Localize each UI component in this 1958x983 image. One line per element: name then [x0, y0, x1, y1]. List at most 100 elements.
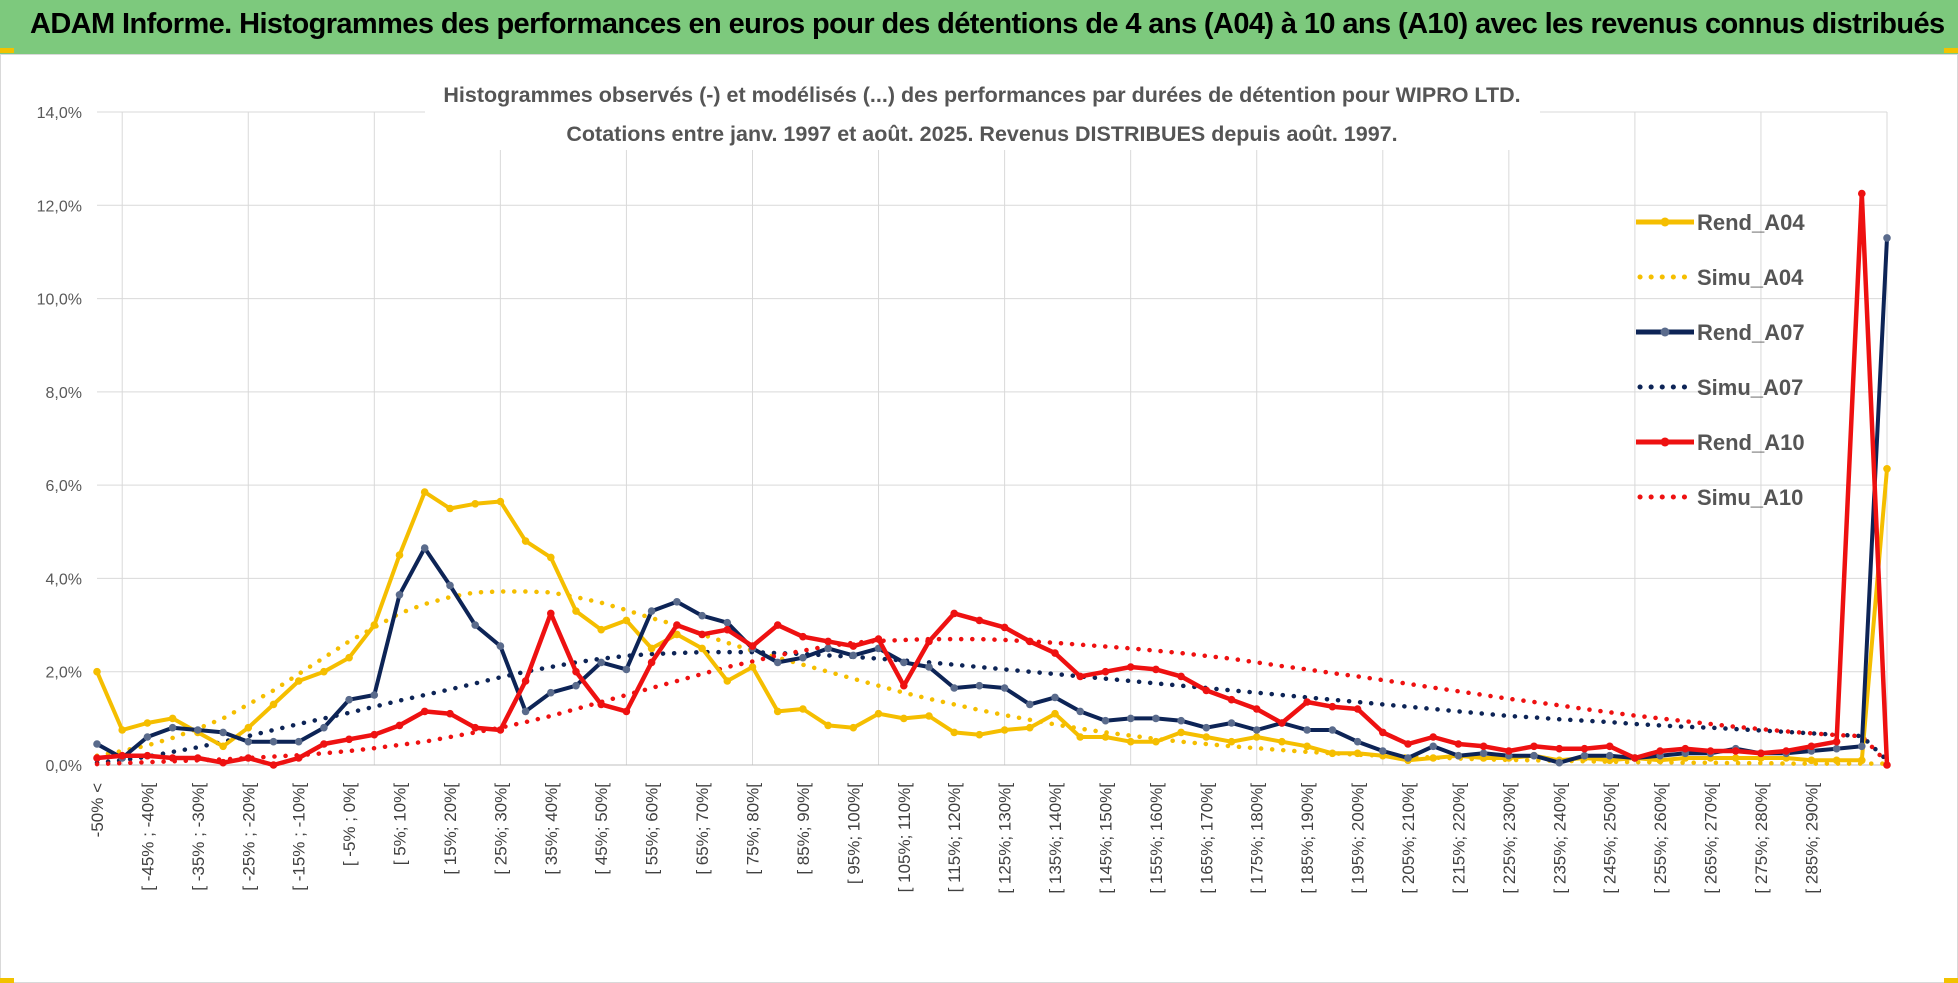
series-line-rend_a04: [95, 468, 1889, 763]
x-tick-label: [ 145%; 150%[: [1096, 783, 1115, 894]
data-point-rend_a10: [370, 730, 379, 739]
data-point-rend_a04: [1278, 737, 1286, 746]
x-tick-label: [ 165%; 170%[: [1197, 783, 1216, 894]
data-point-rend_a07: [1202, 723, 1211, 732]
x-tick-label: [ 5%; 10%[: [391, 783, 410, 865]
data-point-rend_a07: [1177, 716, 1185, 725]
data-point-rend_a10: [1807, 742, 1816, 751]
x-tick-label: [ 15%; 20%[: [441, 783, 460, 875]
data-point-rend_a10: [168, 754, 177, 762]
data-point-rend_a10: [1858, 189, 1866, 198]
data-point-rend_a04: [1353, 749, 1362, 758]
data-point-rend_a10: [1883, 761, 1891, 769]
data-point-rend_a07: [1858, 742, 1866, 751]
data-point-rend_a10: [773, 621, 782, 629]
data-point-rend_a07: [849, 651, 858, 660]
data-point-rend_a10: [1580, 744, 1589, 753]
y-tick-label: 10,0%: [37, 292, 82, 309]
data-point-rend_a10: [748, 642, 757, 650]
data-point-rend_a04: [673, 630, 681, 639]
data-point-rend_a10: [1252, 705, 1261, 713]
x-tick-label: [ -45% ; -40%[: [138, 783, 157, 891]
data-point-rend_a04: [748, 663, 757, 671]
x-tick-label: [ -25% ; -20%[: [239, 783, 258, 891]
data-point-rend_a07: [1353, 737, 1362, 746]
series-line-simu_a10: [94, 636, 1890, 767]
data-point-rend_a07: [975, 681, 984, 690]
x-tick-label: [ 255%; 260%[: [1651, 783, 1670, 894]
series-line-rend_a10: [96, 191, 1890, 768]
data-point-rend_a07: [168, 723, 177, 732]
data-point-rend_a07: [673, 598, 681, 606]
data-point-rend_a04: [950, 728, 958, 737]
data-point-rend_a10: [420, 707, 429, 716]
data-point-rend_a10: [471, 723, 480, 732]
data-point-rend_a10: [1555, 744, 1564, 753]
data-point-rend_a10: [1278, 719, 1286, 727]
data-point-rend_a10: [1656, 747, 1664, 755]
data-point-rend_a10: [1832, 737, 1841, 746]
data-point-rend_a10: [294, 754, 303, 762]
x-tick-label: [ 25%; 30%[: [491, 783, 510, 875]
data-point-rend_a10: [1177, 672, 1185, 681]
data-point-rend_a04: [269, 700, 278, 709]
data-point-rend_a04: [925, 712, 933, 720]
data-point-rend_a07: [1404, 754, 1412, 762]
data-point-rend_a07: [1379, 747, 1387, 755]
data-point-rend_a07: [143, 733, 152, 741]
data-point-rend_a07: [1026, 700, 1034, 709]
x-tick-label: [ 195%; 200%[: [1349, 783, 1368, 894]
data-point-rend_a04: [345, 653, 353, 662]
x-tick-label: [ 215%; 220%[: [1449, 783, 1468, 894]
data-point-rend_a10: [1605, 742, 1614, 751]
data-point-rend_a07: [395, 591, 404, 599]
corner-mark-bl: [0, 978, 14, 983]
data-point-rend_a10: [93, 754, 101, 762]
data-point-rend_a10: [269, 761, 278, 769]
data-point-rend_a07: [1605, 751, 1614, 760]
data-point-rend_a10: [824, 637, 832, 646]
data-point-rend_a04: [1026, 723, 1034, 732]
data-point-rend_a04: [900, 714, 908, 723]
data-point-rend_a10: [118, 751, 126, 760]
data-point-rend_a07: [496, 642, 505, 650]
chart-title-background: [425, 76, 1540, 150]
x-tick-label: [ -15% ; -10%[: [290, 783, 309, 891]
legend-label-simu_a07: Simu_A07: [1697, 375, 1803, 400]
corner-mark-br: [1944, 978, 1958, 983]
data-point-rend_a04: [647, 644, 656, 653]
chart-subtitle: Cotations entre janv. 1997 et août. 2025…: [566, 122, 1397, 146]
data-point-rend_a10: [345, 735, 353, 744]
data-point-rend_a07: [370, 691, 379, 699]
data-point-rend_a07: [320, 723, 328, 732]
data-point-rend_a04: [1858, 756, 1866, 765]
data-point-rend_a07: [1227, 719, 1236, 727]
legend-marker-rend_a10: [1660, 437, 1670, 447]
data-point-rend_a07: [597, 658, 605, 667]
data-point-rend_a07: [900, 658, 908, 667]
x-tick-label: [ 245%; 250%[: [1601, 783, 1620, 894]
data-point-rend_a07: [244, 737, 253, 746]
data-point-rend_a10: [1479, 742, 1488, 751]
x-tick-label: [ 155%; 160%[: [1147, 783, 1166, 894]
y-tick-label: 12,0%: [37, 198, 82, 215]
data-point-rend_a04: [572, 607, 580, 615]
data-point-rend_a10: [673, 621, 681, 629]
x-tick-label: [ 105%; 110%[: [895, 783, 914, 893]
y-tick-label: 2,0%: [46, 665, 82, 682]
data-point-rend_a07: [1530, 751, 1538, 760]
data-point-rend_a07: [1000, 684, 1009, 692]
legend-marker-rend_a04: [1660, 217, 1670, 227]
data-point-rend_a07: [521, 707, 530, 716]
data-point-rend_a10: [597, 700, 605, 709]
legend-label-simu_a04: Simu_A04: [1697, 265, 1804, 290]
data-point-rend_a04: [723, 677, 732, 685]
data-point-rend_a07: [1101, 716, 1110, 725]
data-point-rend_a10: [1328, 702, 1337, 711]
data-point-rend_a07: [420, 544, 429, 552]
data-point-rend_a04: [773, 707, 782, 716]
data-point-rend_a04: [521, 537, 530, 545]
data-point-rend_a04: [1000, 726, 1009, 734]
data-point-rend_a07: [1555, 758, 1564, 767]
data-point-rend_a10: [1152, 665, 1160, 674]
